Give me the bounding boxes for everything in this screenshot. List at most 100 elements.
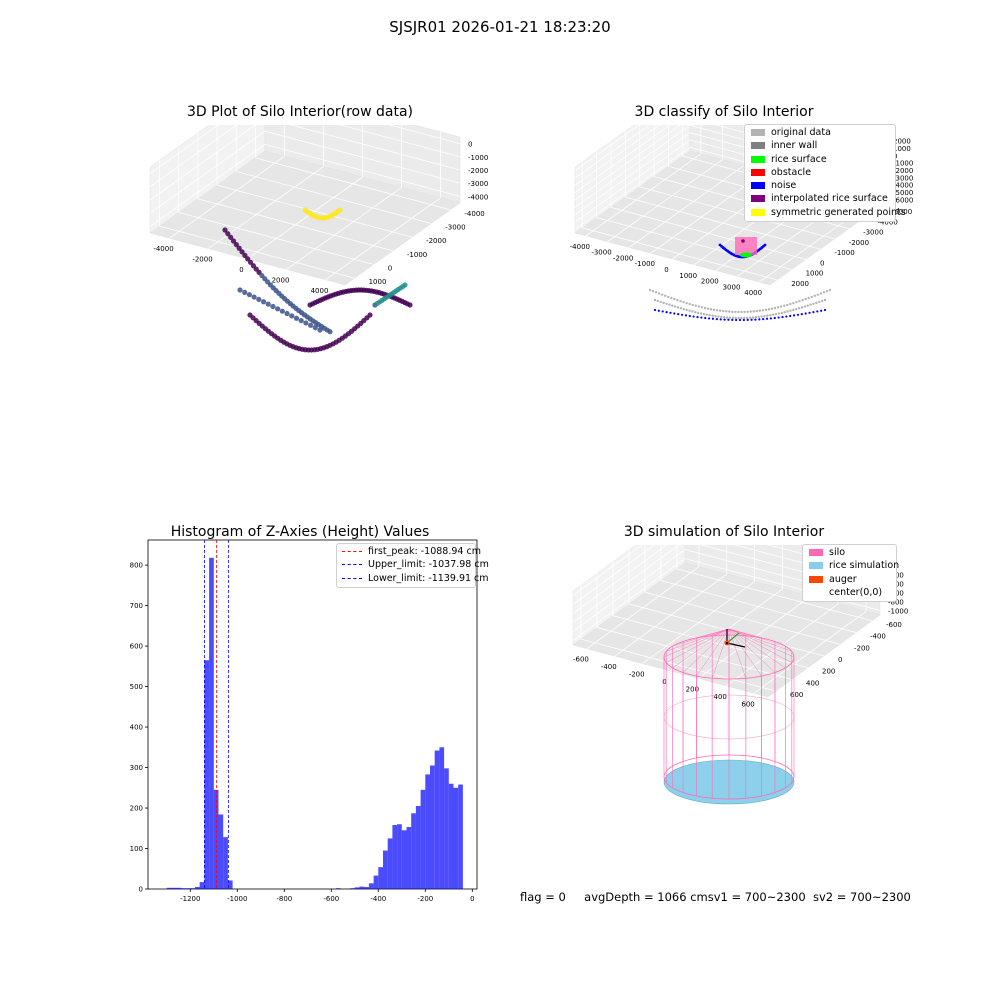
p2-ztick-label: 2000 — [893, 138, 911, 146]
p4-legend-label: silo — [829, 547, 846, 558]
p1-data-point — [260, 299, 267, 305]
p1-data-point — [293, 315, 300, 321]
p2-legend-label: interpolated rice surface — [771, 193, 888, 205]
p2-noise-point — [715, 317, 718, 321]
p3-bar — [439, 747, 445, 889]
p3-bar — [227, 880, 233, 889]
p2-noise-point — [738, 318, 742, 322]
p2-original-point — [806, 304, 809, 307]
p3-ytick-label: 600 — [130, 643, 143, 651]
p2-original-point — [722, 309, 725, 313]
p2-original-point — [783, 304, 786, 307]
p4-ytick-label: -600 — [886, 621, 902, 629]
p2-original-point — [757, 315, 760, 319]
p2-legend-swatch — [751, 155, 765, 163]
p1-data-point — [303, 320, 309, 326]
p2-xtick-label: 3000 — [723, 283, 741, 291]
p1-grid-z — [149, 143, 461, 227]
p2-legend-label: inner wall — [771, 140, 818, 152]
p4-ytick-label: 400 — [806, 679, 819, 687]
p1-data-point — [251, 294, 257, 300]
p2-original-point — [815, 301, 818, 305]
p2-original-point — [740, 316, 743, 320]
p1-grid-floor-y — [159, 225, 355, 279]
p3-bar — [364, 886, 369, 889]
p3-ytick-label: 0 — [139, 886, 143, 894]
p2-original-point — [764, 308, 768, 311]
p2-noise-point — [723, 318, 726, 321]
p3-bar — [204, 660, 210, 889]
p2-interpolated-surface — [735, 237, 757, 255]
p4-axis-arrow — [726, 642, 746, 648]
p3-bar — [448, 783, 454, 889]
p2-original-point — [706, 307, 710, 310]
p1-xtick-label: -4000 — [153, 245, 173, 253]
p4-legend-item: auger — [803, 573, 896, 586]
p3-bar — [458, 784, 463, 889]
p1-data-point — [367, 312, 373, 318]
p2-original-point — [773, 306, 777, 310]
p2-original-point — [676, 306, 680, 309]
p1-ztick-label: 0 — [468, 141, 472, 149]
p3-xtick-label: -400 — [370, 895, 386, 903]
p2-ztick-label: -3000 — [893, 174, 913, 182]
p2-original-point — [673, 305, 677, 308]
p2-original-point — [794, 307, 798, 311]
p2-original-point — [816, 293, 819, 296]
p1-data-point — [237, 287, 243, 293]
p2-noise-point — [688, 314, 691, 318]
p2-grid-floor-x — [628, 165, 745, 248]
p2-rice-surface — [740, 252, 752, 258]
p1-data-point — [265, 301, 271, 307]
p2-original-point — [679, 299, 682, 303]
p2-original-point — [746, 316, 749, 320]
p2-original-point — [777, 312, 781, 315]
status-line: flag = 0 avgDepth = 1066 cmsv1 = 700~230… — [520, 890, 911, 904]
p2-original-point — [737, 316, 740, 320]
p3-legend-label: Lower_limit: -1139.91 cm — [368, 572, 489, 584]
p1-ytick-label: -4000 — [464, 210, 484, 218]
p3-ytick-label: 800 — [130, 562, 143, 570]
p2-original-point — [697, 311, 700, 315]
p3-bar — [434, 750, 440, 889]
p2-noise-point — [762, 317, 765, 321]
p4-xtick-label: 400 — [714, 693, 727, 701]
p1-ztick-label: -1000 — [468, 154, 488, 162]
p2-original-point — [685, 308, 688, 312]
p4-silo-roofline — [666, 628, 730, 663]
p2-original-point — [691, 310, 694, 313]
p1-ytick-label: -1000 — [407, 251, 427, 259]
p2-original-point — [751, 316, 755, 319]
p3-bar — [453, 787, 459, 889]
p1-grid-z — [149, 130, 461, 214]
panel4-title: 3D simulation of Silo Interior — [623, 524, 825, 540]
p2-noise-point — [820, 309, 823, 312]
p2-original-point — [715, 309, 719, 312]
p1-grid-z — [149, 125, 461, 174]
p2-noise-point — [781, 315, 784, 319]
p3-xtick-label: -600 — [323, 895, 339, 903]
p2-noise-point — [665, 311, 668, 314]
p2-noise-point — [746, 318, 749, 321]
panel3-title: Histogram of Z-Axies (Height) Values — [170, 524, 430, 540]
p2-original-point — [731, 310, 734, 314]
p2-original-point — [665, 302, 668, 306]
p2-xtick-label: 2000 — [701, 278, 719, 286]
p3-xtick-label: -800 — [276, 895, 292, 903]
p2-original-point — [771, 313, 775, 316]
p2-original-point — [812, 302, 815, 306]
p1-grid-floor-y — [178, 212, 374, 265]
p2-original-point — [717, 315, 720, 318]
p2-original-point — [803, 305, 807, 308]
p2-legend-item: obstacle — [745, 166, 895, 179]
p3-ytick-label: 300 — [130, 764, 143, 772]
p3-bar — [430, 765, 435, 889]
p2-grid-floor-x — [585, 153, 702, 237]
p2-interpolated-point — [741, 239, 745, 243]
p2-grid-floor-y — [610, 206, 807, 260]
p2-legend-item: inner wall — [745, 139, 895, 152]
p2-original-point — [820, 299, 824, 303]
p4-xtick-label: -600 — [573, 656, 589, 664]
panel3-legend: first_peak: -1088.94 cm Upper_limit: -103… — [336, 543, 489, 588]
p2-original-point — [740, 310, 743, 314]
